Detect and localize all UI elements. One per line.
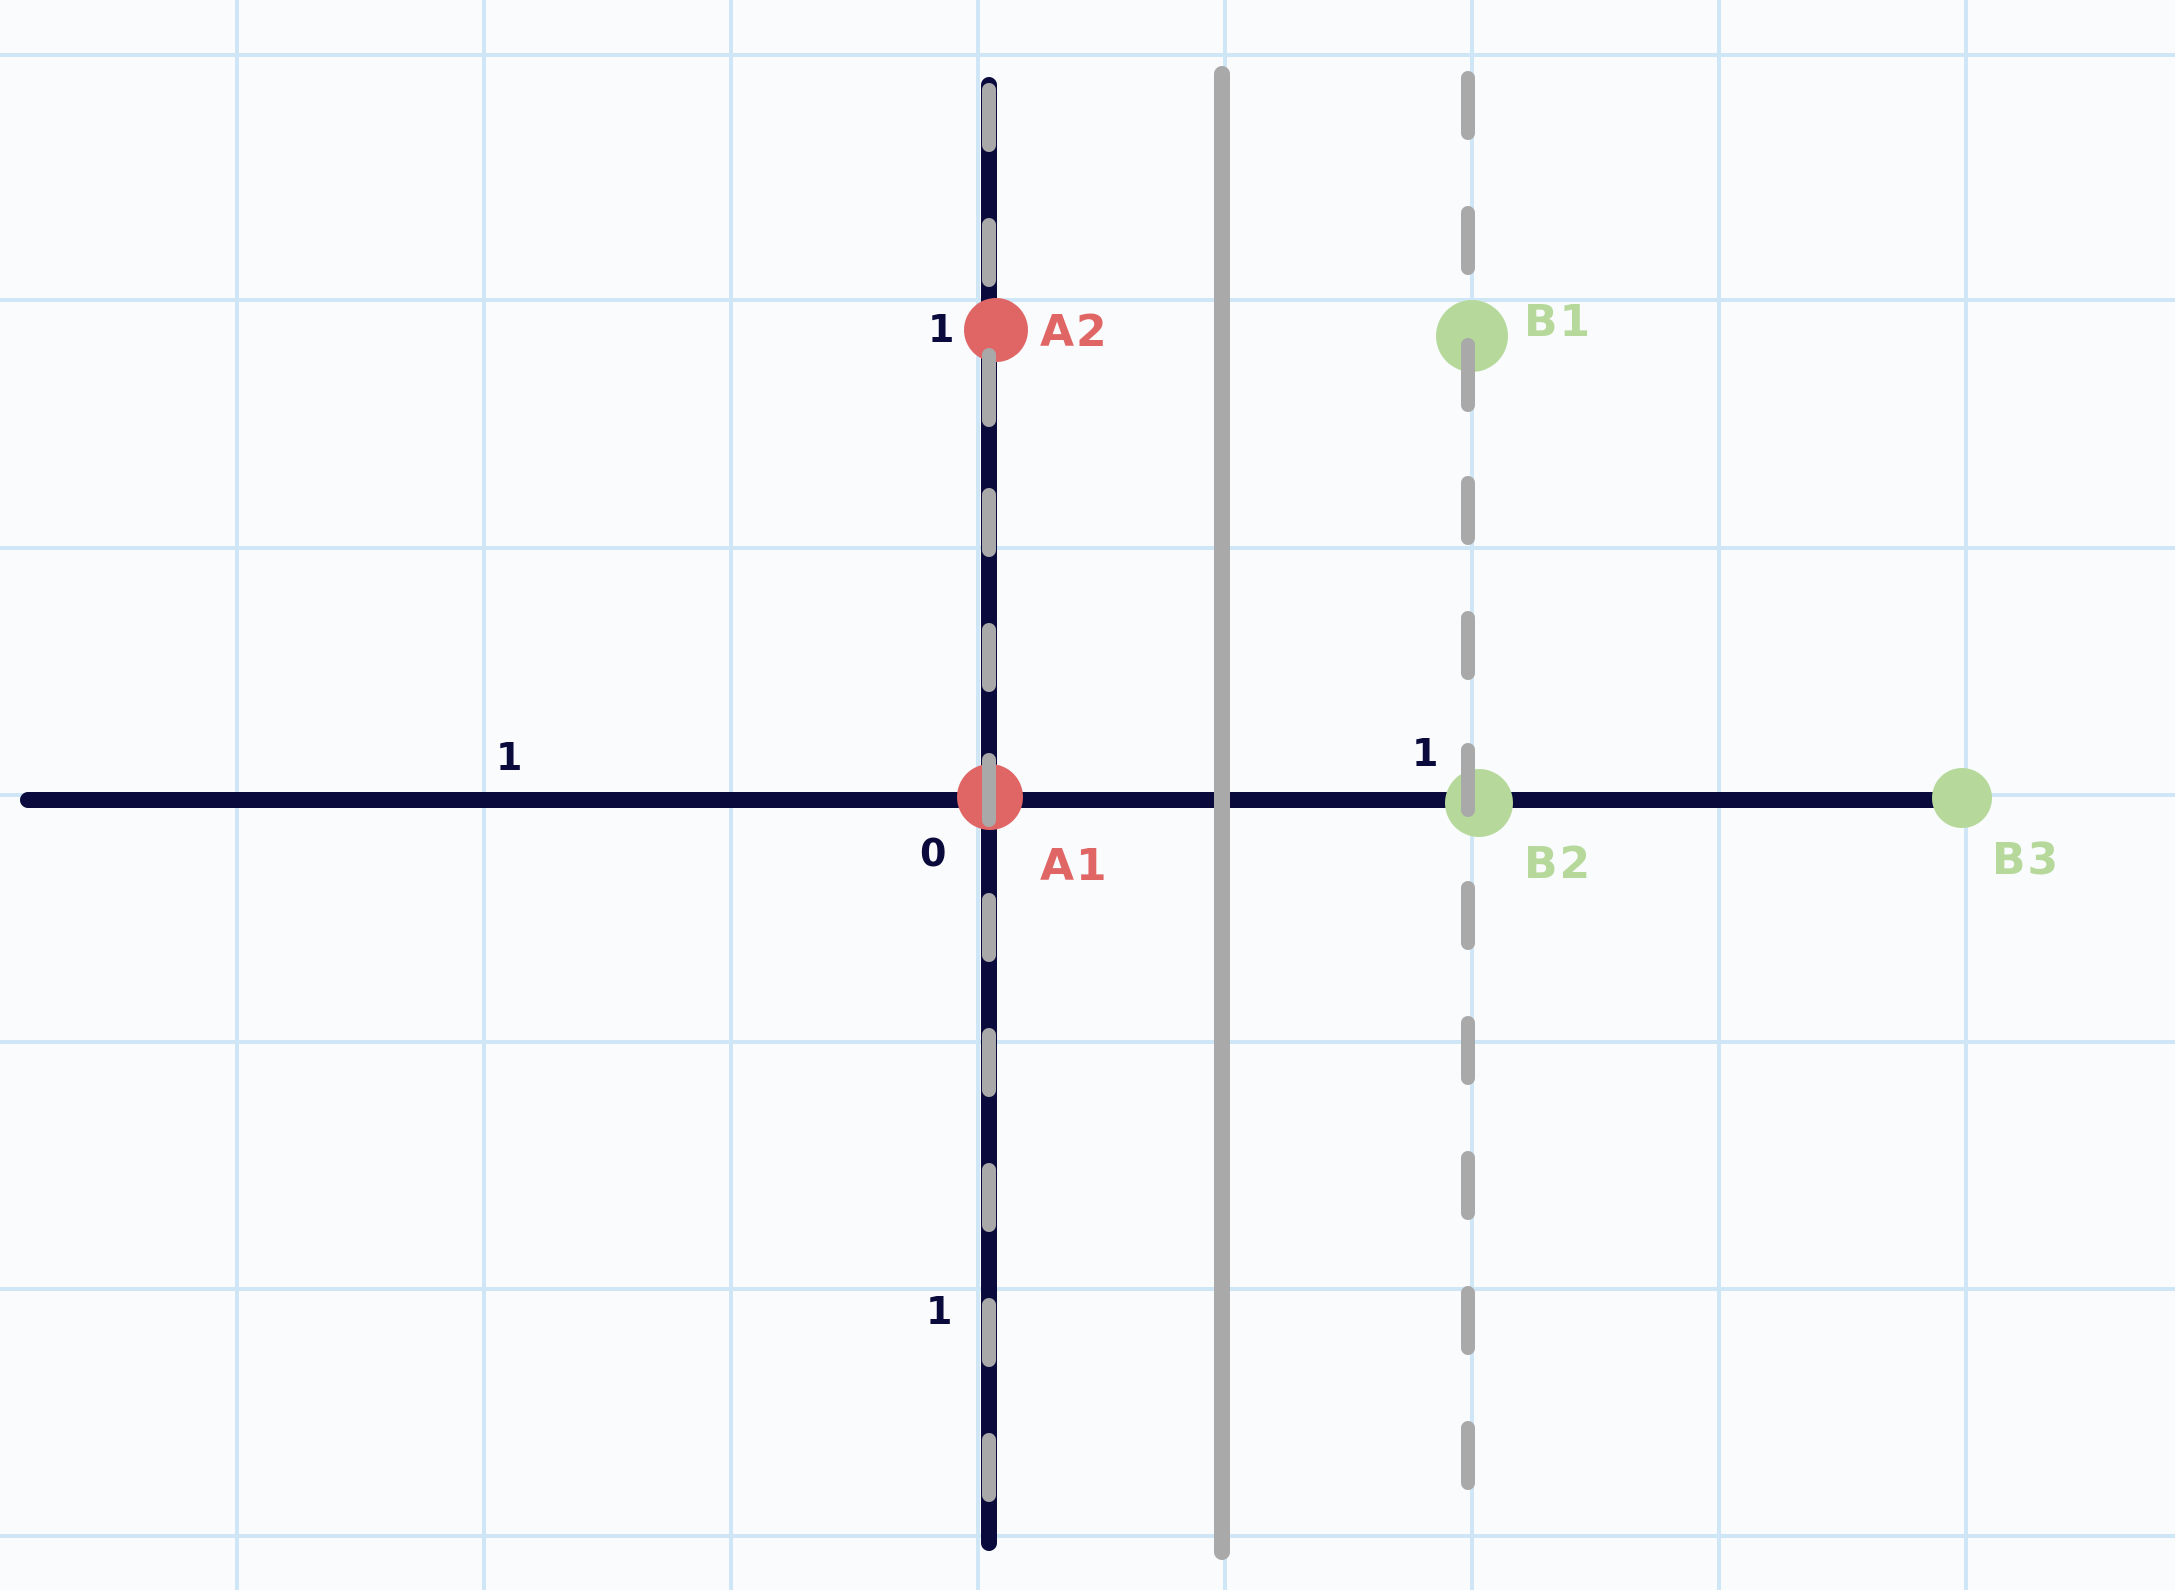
label-b1: B1	[1524, 296, 1592, 347]
point-b1	[1436, 300, 1508, 372]
point-a2	[964, 298, 1028, 362]
tick-label-lower-one: 1	[926, 1289, 952, 1333]
tick-label-left-one: 1	[496, 735, 522, 779]
label-b3: B3	[1992, 834, 2060, 885]
tick-label-upper-one: 1	[928, 307, 954, 351]
tick-label-right-one: 1	[1412, 731, 1438, 775]
label-a1: A1	[1040, 840, 1109, 891]
tick-label-origin: 0	[920, 831, 946, 875]
point-b2	[1445, 769, 1513, 837]
point-b3	[1932, 768, 1992, 828]
label-a2: A2	[1040, 306, 1109, 357]
label-b2: B2	[1524, 838, 1592, 889]
